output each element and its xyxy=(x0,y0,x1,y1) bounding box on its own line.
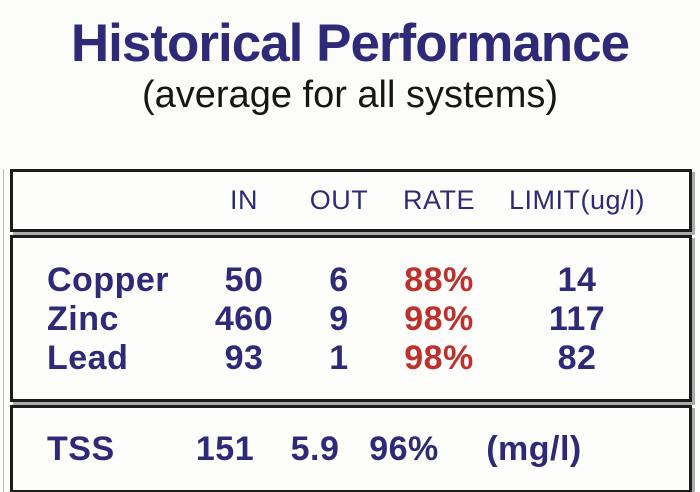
page-subtitle: (average for all systems) xyxy=(141,74,558,117)
in-value: 151 xyxy=(195,429,255,468)
performance-table: IN OUT RATE LIMIT(ug/l) Copper 50 6 88% … xyxy=(3,169,692,492)
limit-value: 82 xyxy=(557,339,597,377)
column-header-out: OUT xyxy=(309,185,369,215)
out-value: 6 xyxy=(329,261,349,299)
table-row-copper: Copper 50 6 88% 14 xyxy=(13,261,689,300)
column-header-in: IN xyxy=(230,185,258,215)
table-row-tss: TSS 151 5.9 96% (mg/l) xyxy=(13,429,689,469)
table-row-zinc: Zinc 460 9 98% 117 xyxy=(13,300,689,339)
in-value: 93 xyxy=(224,339,264,377)
in-value: 50 xyxy=(224,261,264,299)
tss-section: TSS 151 5.9 96% (mg/l) xyxy=(10,405,692,492)
in-value: 460 xyxy=(214,300,274,338)
header-row: IN OUT RATE LIMIT(ug/l) xyxy=(13,172,689,229)
table-header-section: IN OUT RATE LIMIT(ug/l) xyxy=(10,169,692,232)
out-value: 5.9 xyxy=(290,429,340,468)
slide: Historical Performance (average for all … xyxy=(0,14,700,492)
column-header-rate: RATE xyxy=(402,185,475,215)
rate-value: 88% xyxy=(404,261,474,299)
out-value: 9 xyxy=(329,300,349,338)
limit-value: (mg/l) xyxy=(486,429,582,468)
row-label: Zinc xyxy=(47,300,119,338)
row-label: Copper xyxy=(47,261,169,299)
rate-value: 98% xyxy=(404,300,474,338)
limit-value: 117 xyxy=(548,300,606,338)
out-value: 1 xyxy=(329,339,349,377)
row-label: TSS xyxy=(47,429,115,468)
row-label: Lead xyxy=(47,339,129,377)
metals-section: Copper 50 6 88% 14 Zinc 460 9 98% 117 Le… xyxy=(10,235,692,402)
page-title: Historical Performance xyxy=(70,14,630,73)
table-row-lead: Lead 93 1 98% 82 xyxy=(13,339,689,378)
rate-value: 98% xyxy=(404,339,474,377)
column-header-limit: LIMIT(ug/l) xyxy=(508,185,646,215)
rate-value: 96% xyxy=(369,429,439,468)
limit-value: 14 xyxy=(557,261,597,299)
